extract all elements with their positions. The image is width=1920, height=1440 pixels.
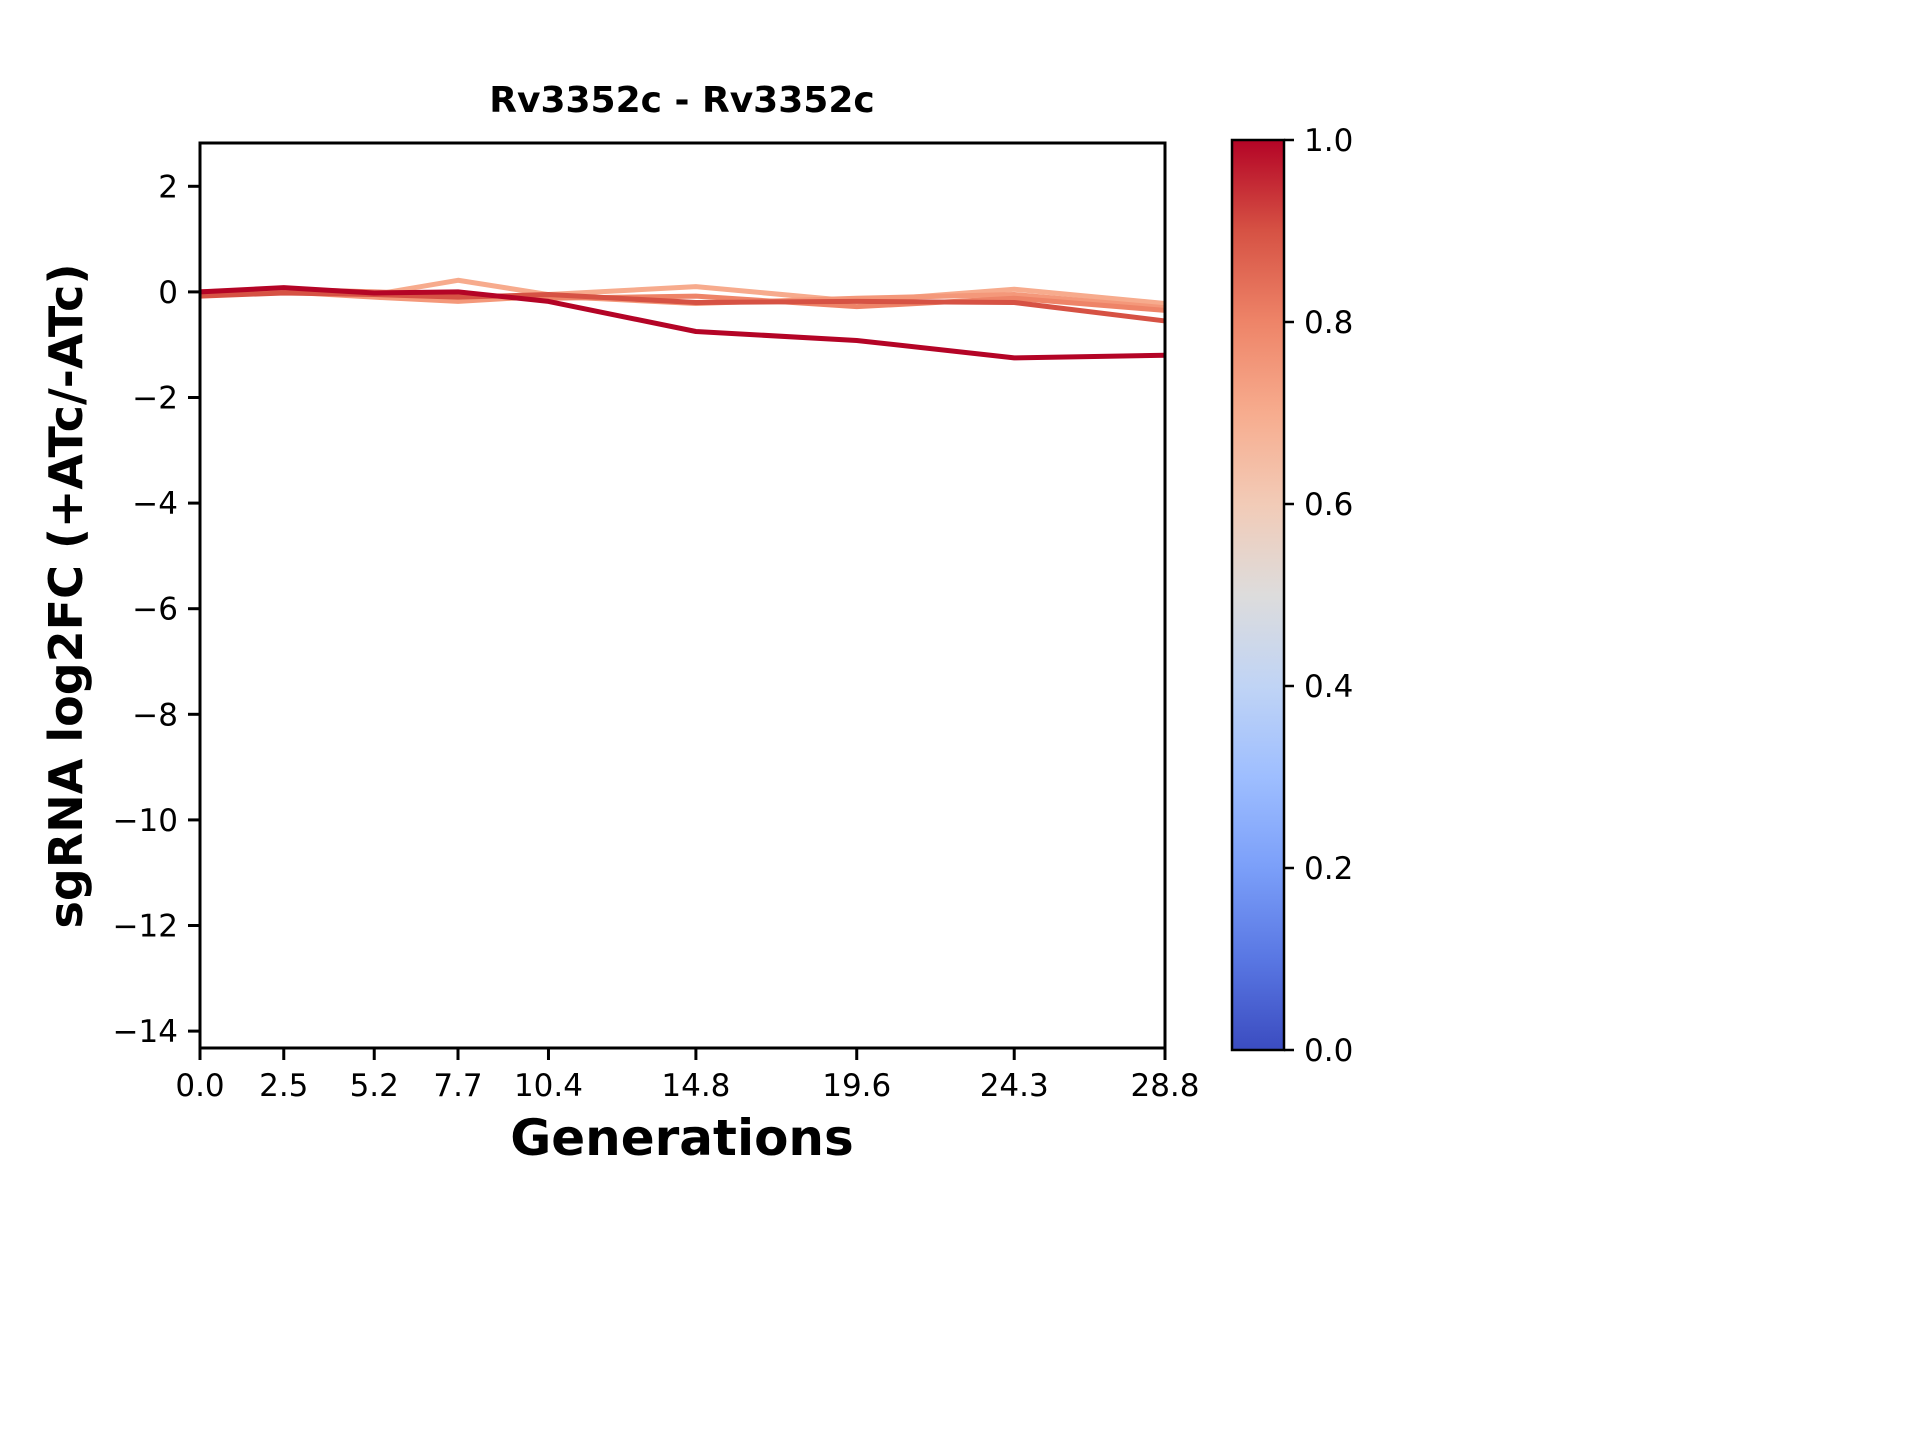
- y-axis-label: sgRNA log2FC (+ATc/-ATc): [39, 264, 93, 929]
- x-tick-label: 10.4: [514, 1068, 583, 1104]
- x-tick-label: 24.3: [980, 1068, 1049, 1104]
- y-tick-label: −12: [113, 909, 178, 945]
- colorbar: 0.0 0.2 0.4 0.6 0.8 1.0: [1230, 123, 1353, 1069]
- colorbar-tick-label: 0.4: [1304, 669, 1353, 705]
- y-tick-label: −4: [132, 486, 178, 522]
- y-tick-label: 2: [158, 169, 178, 205]
- y-tick-label: −8: [132, 697, 178, 733]
- colorbar-tick-label: 0.2: [1304, 851, 1353, 887]
- colorbar-gradient: [1230, 138, 1286, 1052]
- axes-frame: [198, 141, 1167, 1050]
- x-tick-label: 5.2: [350, 1068, 399, 1104]
- x-tick-label: 14.8: [661, 1068, 730, 1104]
- x-tick-label: 28.8: [1130, 1068, 1199, 1104]
- colorbar-tick-label: 0.8: [1304, 305, 1353, 341]
- y-tick-label: 0: [158, 275, 178, 311]
- x-tick-label: 2.5: [259, 1068, 308, 1104]
- y-tick-label: −6: [132, 592, 178, 628]
- y-tick-label: −14: [113, 1014, 178, 1050]
- x-tick-label: 0.0: [175, 1068, 224, 1104]
- plot-area: 0.0 2.5 5.2 7.7 10.4 14.8 19.6 24.3 28.8 2 0 −2 −4 −6…: [113, 141, 1200, 1104]
- chart-title: Rv3352c - Rv3352c: [489, 80, 874, 121]
- y-tick-label: −10: [113, 803, 178, 839]
- series-line-4: [199, 285, 1166, 361]
- x-axis-label: Generations: [510, 1109, 854, 1167]
- y-tick-label: −2: [132, 380, 178, 416]
- colorbar-tick-label: 1.0: [1304, 123, 1353, 159]
- colorbar-tick-label: 0.0: [1304, 1033, 1353, 1069]
- series-line-3: [199, 290, 1166, 324]
- colorbar-tick-label: 0.6: [1304, 487, 1353, 523]
- x-tick-label: 19.6: [822, 1068, 891, 1104]
- x-tick-label: 7.7: [433, 1068, 482, 1104]
